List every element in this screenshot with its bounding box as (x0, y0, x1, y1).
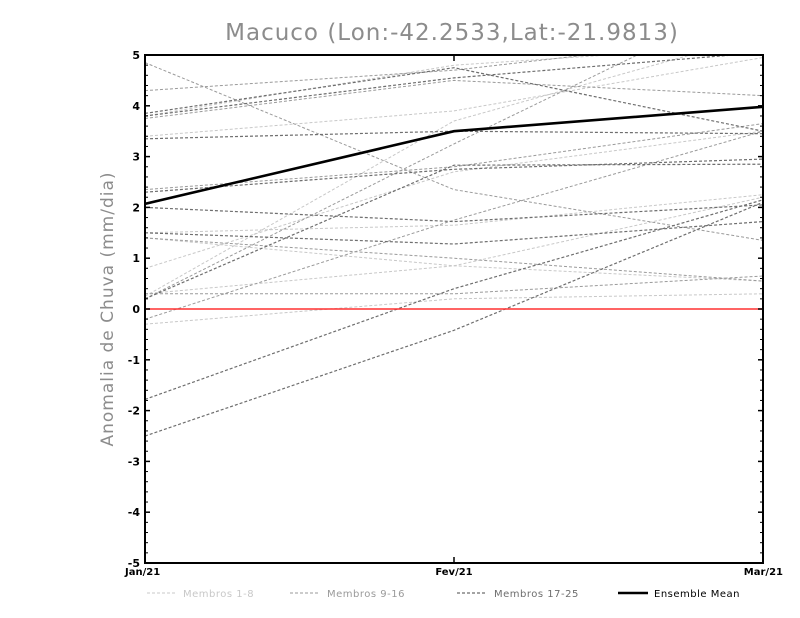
legend-label: Membros 1-8 (183, 589, 254, 600)
member-line-g3-9 (145, 130, 763, 140)
member-line-g1-1 (145, 130, 763, 269)
y-axis-label: Anomalia de Chuva (mm/dia) (98, 171, 118, 446)
y-tick-label: -5 (128, 557, 140, 570)
y-axis-label-group: Anomalia de Chuva (mm/dia) (98, 171, 118, 446)
member-line-g2-1 (145, 62, 763, 241)
member-line-g3-4 (145, 199, 763, 400)
legend-label: Membros 17-25 (494, 589, 579, 600)
member-line-g1-5 (145, 194, 763, 234)
y-tick-label: 1 (132, 252, 140, 265)
y-tick-label: -3 (128, 455, 140, 468)
chart-title: Macuco (Lon:-42.2533,Lat:-21.9813) (225, 20, 679, 46)
y-tick-label: 3 (132, 151, 140, 164)
series-layer (145, 55, 763, 437)
member-line-g3-5 (145, 201, 763, 437)
member-line-g3-8 (145, 163, 763, 300)
member-line-g3-2 (145, 158, 763, 193)
member-line-g2-5 (145, 79, 763, 119)
x-tick-label: Fev/21 (435, 567, 472, 578)
legend: Membros 1-8 Membros 9-16 Membros 17-25 Ense… (147, 589, 740, 600)
member-line-g3-7 (145, 55, 740, 117)
member-line-g2-2 (145, 237, 763, 282)
member-line-g3-1 (145, 67, 763, 132)
member-line-g2-4 (145, 275, 763, 295)
ensemble-mean-line (145, 105, 763, 206)
y-tick-label: 5 (132, 49, 140, 62)
y-tick-label: -1 (128, 354, 140, 367)
member-line-g1-6 (145, 57, 763, 137)
y-tick-label: -4 (128, 506, 141, 519)
member-line-g2-3 (145, 123, 763, 191)
y-tick-label: 4 (132, 100, 140, 113)
legend-label: Ensemble Mean (654, 589, 740, 600)
y-tick-label: 2 (132, 201, 140, 214)
member-line-g2-8 (145, 55, 639, 300)
x-tick-label: Mar/21 (744, 567, 783, 578)
member-line-g1-8 (145, 196, 763, 267)
legend-label: Membros 9-16 (327, 589, 405, 600)
y-tick-label: -2 (128, 405, 140, 418)
member-line-g1-7 (145, 55, 693, 297)
member-line-g1-3 (145, 293, 763, 325)
y-tick-label: 0 (132, 303, 140, 316)
member-line-g3-6 (145, 204, 763, 223)
ticks-layer: -5 -4 -3 -2 -1 0 1 2 3 4 5 Jan/21 Fev/21 Mar/21 (124, 49, 783, 578)
x-tick-label: Jan/21 (124, 567, 160, 578)
member-line-g2-7 (145, 130, 763, 320)
